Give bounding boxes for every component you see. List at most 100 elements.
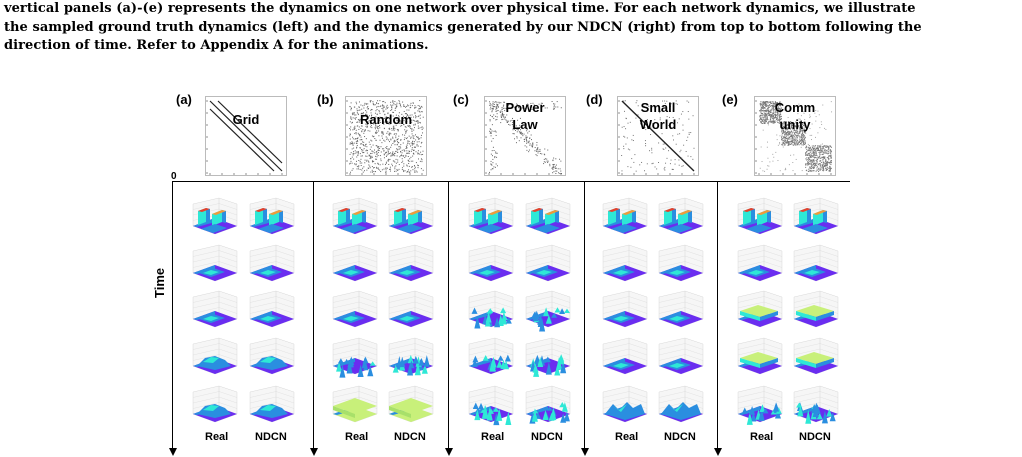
panel-0-real-surface-t1 (189, 243, 241, 287)
panel-1-ndcn-surface-t0 (385, 196, 437, 240)
dynamics-surface-plot (793, 290, 839, 328)
panel-3-ndcn-surface-t2 (655, 289, 707, 333)
dynamics-surface-plot (388, 385, 434, 423)
dynamics-surface-plot (602, 385, 648, 423)
panel-0-time-arrow (168, 448, 177, 456)
panel-4-network-name: Comm unity (763, 99, 827, 133)
dynamics-surface-plot (658, 197, 704, 235)
panel-0-real-surface-t4 (189, 384, 241, 428)
panel-2-real-surface-t3 (465, 336, 517, 380)
time-axis-text: Time (152, 267, 167, 298)
dynamics-surface-plot (249, 385, 295, 423)
dynamics-surface-plot (737, 244, 783, 282)
dynamics-surface-plot (468, 385, 514, 426)
dynamics-surface-plot (249, 337, 295, 375)
panel-2-network-name-line2: Law (512, 117, 538, 132)
dynamics-surface-plot (388, 290, 434, 328)
panel-4-real-surface-t2 (734, 289, 786, 333)
panel-3-real-surface-t1 (599, 243, 651, 287)
panel-2-real-surface-t2 (465, 289, 517, 333)
panel-2-network-name: Power Law (493, 99, 557, 133)
panel-4-real-surface-t1 (734, 243, 786, 287)
panel-2-ndcn-label: NDCN (531, 431, 563, 443)
dynamics-surface-plot (525, 337, 571, 377)
dynamics-surface-plot (468, 290, 514, 329)
panel-0-ndcn-label: NDCN (255, 431, 287, 443)
panel-0-ndcn-surface-t1 (246, 243, 298, 287)
dynamics-surface-plot (793, 385, 839, 424)
panel-1-real-surface-t1 (329, 243, 381, 287)
panel-1-real-surface-t4 (329, 384, 381, 428)
dynamics-surface-plot (737, 290, 783, 328)
dynamics-surface-plot (332, 385, 378, 423)
panel-3-real-label: Real (615, 431, 639, 443)
panel-0-ndcn-surface-t3 (246, 336, 298, 380)
dynamics-surface-plot (192, 197, 238, 235)
caption-line-3: direction of time. Refer to Appendix A f… (4, 38, 429, 53)
dynamics-surface-plot (249, 244, 295, 282)
panel-3-real-surface-t4 (599, 384, 651, 428)
panel-2-time-axis (448, 181, 449, 449)
panel-1-adjacency-matrix: Random (345, 96, 427, 176)
panel-0-letter: (a) (176, 92, 192, 107)
panel-1-network-name: Random (354, 111, 418, 128)
panel-1-ndcn-surface-t4 (385, 384, 437, 428)
figure-caption: vertical panels (a)-(e) represents the d… (4, 0, 1018, 56)
panel-2-real-label: Real (481, 431, 505, 443)
dynamics-surface-plot (192, 244, 238, 282)
dynamics-surface-plot (658, 337, 704, 375)
panel-3-network-name: Small World (626, 99, 690, 133)
adjacency-matrix-plot (206, 100, 283, 175)
panel-4-ndcn-surface-t2 (790, 289, 842, 333)
panel-4-ndcn-surface-t0 (790, 196, 842, 240)
dynamics-surface-plot (525, 197, 571, 235)
dynamics-surface-plot (602, 337, 648, 375)
panel-0-adjacency-matrix: Grid (205, 96, 287, 176)
panel-3-ndcn-label: NDCN (664, 431, 696, 443)
dynamics-surface-plot (525, 244, 571, 282)
panel-3-adjacency-matrix: Small World (617, 96, 699, 176)
adjacency-matrix-plot (618, 100, 695, 175)
panel-1-real-surface-t3 (329, 336, 381, 380)
panel-1-ndcn-surface-t2 (385, 289, 437, 333)
dynamics-surface-plot (658, 244, 704, 282)
dynamics-surface-plot (249, 290, 295, 328)
panel-3-network-name-line1: Small (640, 100, 676, 115)
panel-2-letter: (c) (453, 92, 469, 107)
panel-1-ndcn-surface-t3 (385, 336, 437, 380)
dynamics-surface-plot (737, 385, 783, 425)
dynamics-surface-plot (468, 197, 514, 235)
panel-3-time-arrow (580, 448, 589, 456)
panel-3-ndcn-surface-t3 (655, 336, 707, 380)
dynamics-surface-plot (388, 197, 434, 235)
dynamics-surface-plot (388, 337, 434, 376)
dynamics-surface-plot (388, 244, 434, 282)
panel-0-ndcn-surface-t0 (246, 196, 298, 240)
panel-4-network-name-line1: Comm (774, 100, 816, 115)
panel-3-ndcn-surface-t0 (655, 196, 707, 240)
dynamics-surface-plot (793, 197, 839, 235)
dynamics-surface-plot (793, 337, 839, 375)
dynamics-surface-plot (332, 290, 378, 328)
caption-line-2: the sampled ground truth dynamics (left)… (4, 19, 922, 35)
panel-2-adjacency-matrix: Power Law (484, 96, 566, 176)
panel-4-adjacency-matrix: Comm unity (754, 96, 836, 176)
panel-0-real-surface-t0 (189, 196, 241, 240)
panel-3-letter: (d) (586, 92, 603, 107)
panel-0-real-label: Real (205, 431, 229, 443)
time-axis-label: Time (152, 268, 167, 298)
panel-4-real-label: Real (750, 431, 774, 443)
panel-3-real-surface-t3 (599, 336, 651, 380)
dynamics-surface-plot (192, 385, 238, 423)
dynamics-surface-plot (332, 337, 378, 378)
dynamics-surface-plot (602, 197, 648, 235)
panel-4-real-surface-t3 (734, 336, 786, 380)
panel-2-network-name-line1: Power (505, 100, 545, 115)
panel-1-network-name-line1: Random (360, 112, 412, 127)
panel-1-letter: (b) (317, 92, 334, 107)
panel-3-real-surface-t0 (599, 196, 651, 240)
panel-4-time-arrow (713, 448, 722, 456)
panel-0-ndcn-surface-t2 (246, 289, 298, 333)
panel-2-ndcn-surface-t3 (522, 336, 574, 380)
